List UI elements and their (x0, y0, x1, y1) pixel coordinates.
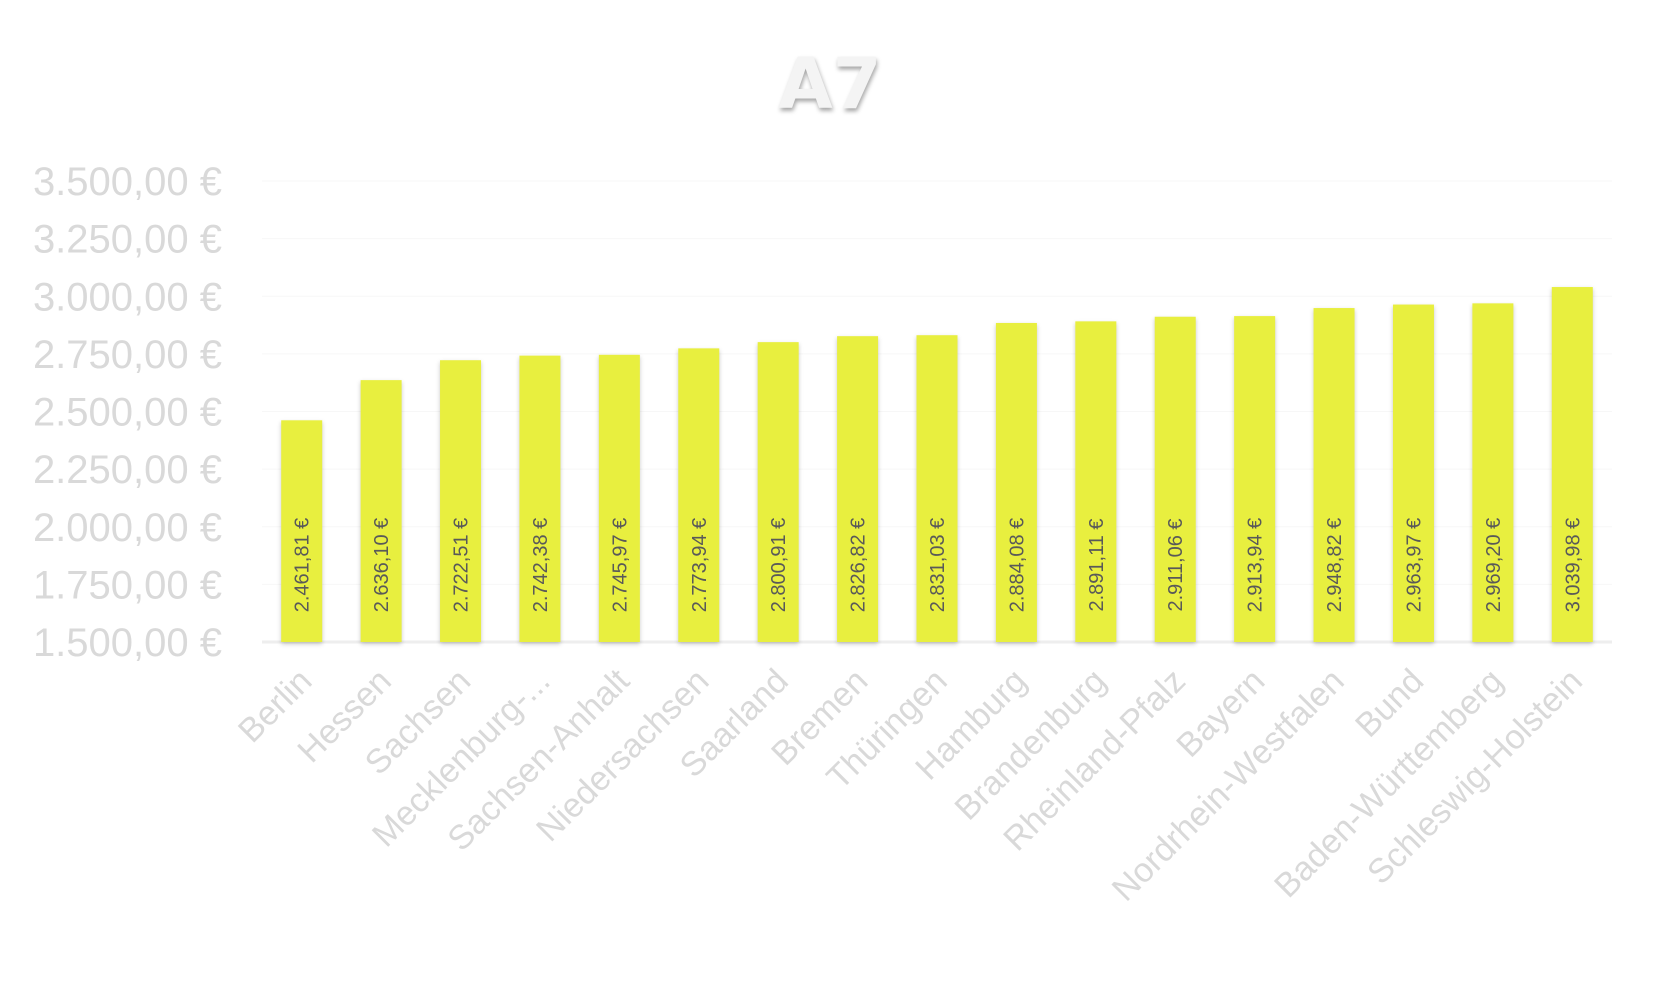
bars (281, 287, 1593, 642)
x-axis: BerlinHessenSachsenMecklenburg-...Sachse… (231, 661, 1590, 908)
bar (995, 322, 1037, 642)
y-axis: 1.500,00 € 1.750,00 € 2.000,00 € 2.250,00 €… (33, 160, 222, 665)
data-label: 2.884,08 € (1006, 518, 1028, 613)
bar (519, 355, 561, 642)
data-label: 2.831,03 € (927, 518, 949, 613)
data-label: 2.745,97 € (609, 518, 631, 613)
y-tick-label: 3.500,00 € (33, 160, 222, 204)
bar (916, 335, 958, 642)
data-labels: 2.461,81 € 2.636,10 € 2.722,51 € 2.742,38 €… (292, 518, 1585, 613)
y-tick-label: 1.500,00 € (33, 621, 222, 665)
bar (598, 354, 640, 642)
data-label: 2.636,10 € (371, 518, 393, 613)
data-label: 2.461,81 € (292, 518, 314, 613)
bar (837, 336, 879, 642)
bar (281, 420, 323, 642)
y-tick-label: 2.250,00 € (33, 448, 222, 492)
data-label: 2.722,51 € (451, 518, 473, 613)
bar (1075, 321, 1117, 642)
data-label: 2.913,94 € (1245, 518, 1267, 613)
bar (1392, 304, 1434, 642)
bar (1551, 287, 1593, 642)
y-tick-label: 2.750,00 € (33, 333, 222, 377)
bar (1472, 303, 1514, 642)
bar (678, 348, 720, 642)
y-tick-label: 2.500,00 € (33, 391, 222, 435)
data-label: 2.826,82 € (848, 518, 870, 613)
chart-title: A7 (779, 43, 882, 125)
data-label: 2.800,91 € (768, 518, 790, 613)
bar (440, 360, 482, 642)
bar (757, 342, 799, 642)
y-tick-label: 1.750,00 € (33, 563, 222, 607)
data-label: 2.891,11 € (1086, 518, 1108, 611)
data-label: 2.969,20 € (1483, 518, 1505, 613)
bar (1154, 316, 1196, 642)
y-tick-label: 3.250,00 € (33, 218, 222, 262)
data-label: 2.963,97 € (1403, 518, 1425, 613)
data-label: 2.742,38 € (530, 518, 552, 613)
data-label: 2.948,82 € (1324, 518, 1346, 613)
data-label: 2.911,06 € (1165, 518, 1187, 611)
bar (360, 380, 402, 642)
data-label: 2.773,94 € (689, 518, 711, 613)
y-tick-label: 2.000,00 € (33, 506, 222, 550)
data-label: 3.039,98 € (1562, 518, 1584, 613)
y-tick-label: 3.000,00 € (33, 275, 222, 319)
bar (1234, 316, 1276, 642)
bar (1313, 308, 1355, 642)
